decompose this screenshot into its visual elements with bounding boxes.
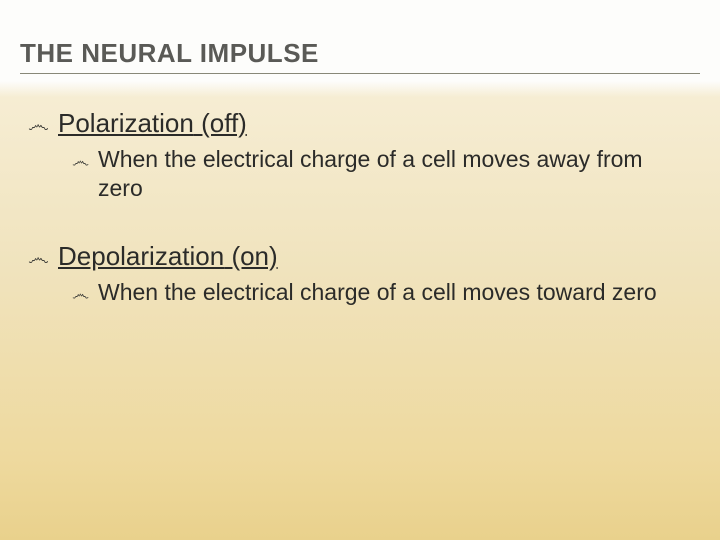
suffix-text: (on) — [224, 241, 277, 271]
slide: THE NEURAL IMPULSE ෴ Polarization (off) … — [0, 0, 720, 540]
spacer — [28, 203, 692, 241]
suffix-text: (off) — [194, 108, 247, 138]
title-container: THE NEURAL IMPULSE — [0, 0, 720, 74]
bullet-icon: ෴ — [72, 285, 98, 303]
bullet-lvl2: ෴ When the electrical charge of a cell m… — [72, 278, 692, 307]
term-text: Polarization — [58, 108, 194, 138]
bullet-lvl1: ෴ Polarization (off) — [28, 108, 692, 139]
term-text: Depolarization — [58, 241, 224, 271]
bullet-text: Polarization (off) — [58, 108, 247, 139]
bullet-icon: ෴ — [72, 152, 98, 170]
sub-bullet-text: When the electrical charge of a cell mov… — [98, 145, 658, 203]
bullet-icon: ෴ — [28, 247, 58, 269]
bullet-icon: ෴ — [28, 114, 58, 136]
bullet-text: Depolarization (on) — [58, 241, 278, 272]
bullet-lvl2: ෴ When the electrical charge of a cell m… — [72, 145, 692, 203]
slide-title: THE NEURAL IMPULSE — [20, 38, 700, 74]
sub-bullet-text: When the electrical charge of a cell mov… — [98, 278, 657, 307]
slide-content: ෴ Polarization (off) ෴ When the electric… — [0, 74, 720, 307]
bullet-lvl1: ෴ Depolarization (on) — [28, 241, 692, 272]
